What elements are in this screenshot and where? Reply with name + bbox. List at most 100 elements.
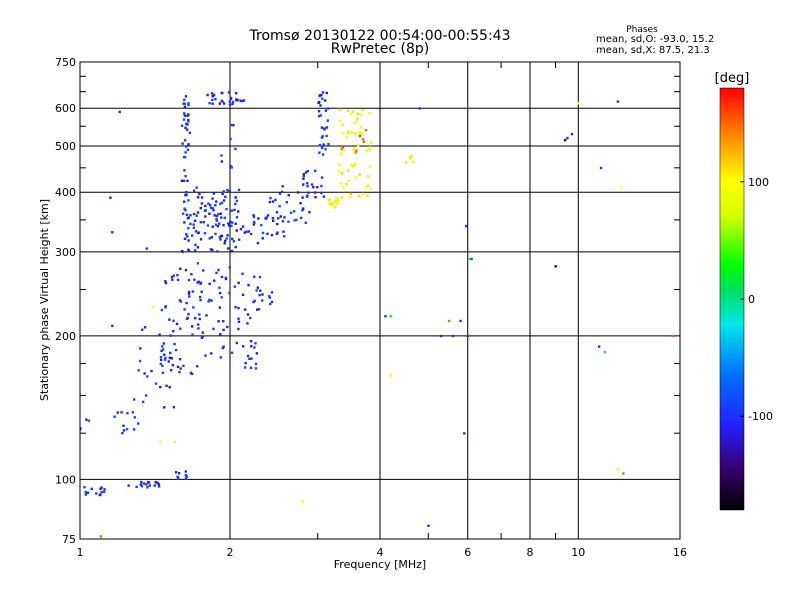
data-point xyxy=(214,98,217,101)
data-point xyxy=(447,319,451,323)
data-point xyxy=(217,213,220,216)
data-point xyxy=(210,352,213,355)
data-point xyxy=(165,384,168,387)
data-point xyxy=(159,362,162,366)
data-point xyxy=(187,113,190,116)
data-point xyxy=(275,232,279,236)
data-point xyxy=(230,166,233,169)
data-point xyxy=(159,440,162,443)
data-point xyxy=(268,295,271,298)
data-point xyxy=(164,281,168,285)
data-point xyxy=(86,491,90,494)
data-point xyxy=(228,190,231,193)
data-point xyxy=(87,419,91,422)
data-point xyxy=(348,195,351,199)
data-point xyxy=(170,369,173,372)
data-point xyxy=(302,183,305,186)
data-point xyxy=(232,240,236,243)
data-point xyxy=(244,366,247,369)
colorbar xyxy=(719,87,745,511)
data-point xyxy=(187,278,191,282)
data-point xyxy=(185,317,189,320)
data-point xyxy=(197,323,200,326)
data-point xyxy=(244,361,247,365)
data-point xyxy=(187,290,191,294)
data-point xyxy=(184,209,187,212)
data-point xyxy=(228,224,231,227)
data-point xyxy=(215,271,218,275)
data-point xyxy=(554,265,557,268)
data-point xyxy=(353,162,357,165)
data-point xyxy=(278,192,282,195)
data-point xyxy=(178,472,181,475)
data-point xyxy=(159,358,163,362)
y-tick-label: 500 xyxy=(55,140,76,153)
data-point xyxy=(180,250,184,253)
data-point xyxy=(237,306,240,310)
data-point xyxy=(330,202,333,205)
data-point xyxy=(199,238,203,241)
data-point xyxy=(228,266,231,269)
data-point xyxy=(217,268,220,272)
data-point xyxy=(412,160,415,163)
data-point xyxy=(196,246,200,249)
data-point xyxy=(367,175,370,178)
data-point xyxy=(283,235,286,238)
data-point xyxy=(320,93,323,97)
data-point xyxy=(235,92,238,95)
data-point xyxy=(355,120,358,123)
data-point xyxy=(278,205,281,208)
data-point xyxy=(187,248,190,251)
data-point xyxy=(338,170,341,173)
stats-line-x: mean, sd,X: 87.5, 21.3 xyxy=(596,45,710,56)
data-point xyxy=(223,216,226,220)
data-point xyxy=(229,123,233,127)
data-point xyxy=(314,196,317,199)
data-point xyxy=(237,317,240,320)
data-point xyxy=(341,123,344,126)
data-point xyxy=(346,131,350,135)
x-axis-label: Frequency [MHz] xyxy=(334,558,426,571)
data-point xyxy=(279,215,282,218)
data-point xyxy=(172,274,175,277)
data-point xyxy=(235,199,239,203)
data-point xyxy=(179,327,182,330)
data-point xyxy=(364,129,368,132)
data-point xyxy=(241,272,244,275)
data-point xyxy=(198,313,201,316)
data-point xyxy=(299,202,302,205)
data-point xyxy=(222,199,226,202)
data-point xyxy=(99,493,102,497)
data-point xyxy=(192,212,196,216)
data-point xyxy=(577,102,580,105)
data-point xyxy=(265,216,268,219)
data-point xyxy=(215,200,218,203)
data-point xyxy=(229,220,232,223)
data-point xyxy=(183,114,186,117)
data-point xyxy=(159,385,162,389)
data-point xyxy=(222,102,226,105)
data-point xyxy=(319,104,322,107)
data-point xyxy=(339,152,343,155)
data-point xyxy=(216,250,219,253)
data-point xyxy=(620,186,623,189)
data-point xyxy=(211,98,214,102)
x-tick-label: 1 xyxy=(77,546,84,559)
data-point xyxy=(355,149,358,152)
data-point xyxy=(339,108,342,111)
data-point xyxy=(175,471,178,474)
data-point xyxy=(230,351,234,354)
data-point xyxy=(345,183,348,186)
data-point xyxy=(356,117,359,120)
data-point xyxy=(247,284,250,287)
data-point xyxy=(237,210,240,213)
data-point xyxy=(183,207,186,210)
data-point xyxy=(197,327,200,330)
data-point xyxy=(193,219,197,222)
data-point xyxy=(144,394,148,397)
data-point xyxy=(182,118,186,121)
data-point xyxy=(185,145,188,148)
data-point xyxy=(470,257,473,261)
data-point xyxy=(157,485,161,488)
data-point xyxy=(276,231,279,234)
